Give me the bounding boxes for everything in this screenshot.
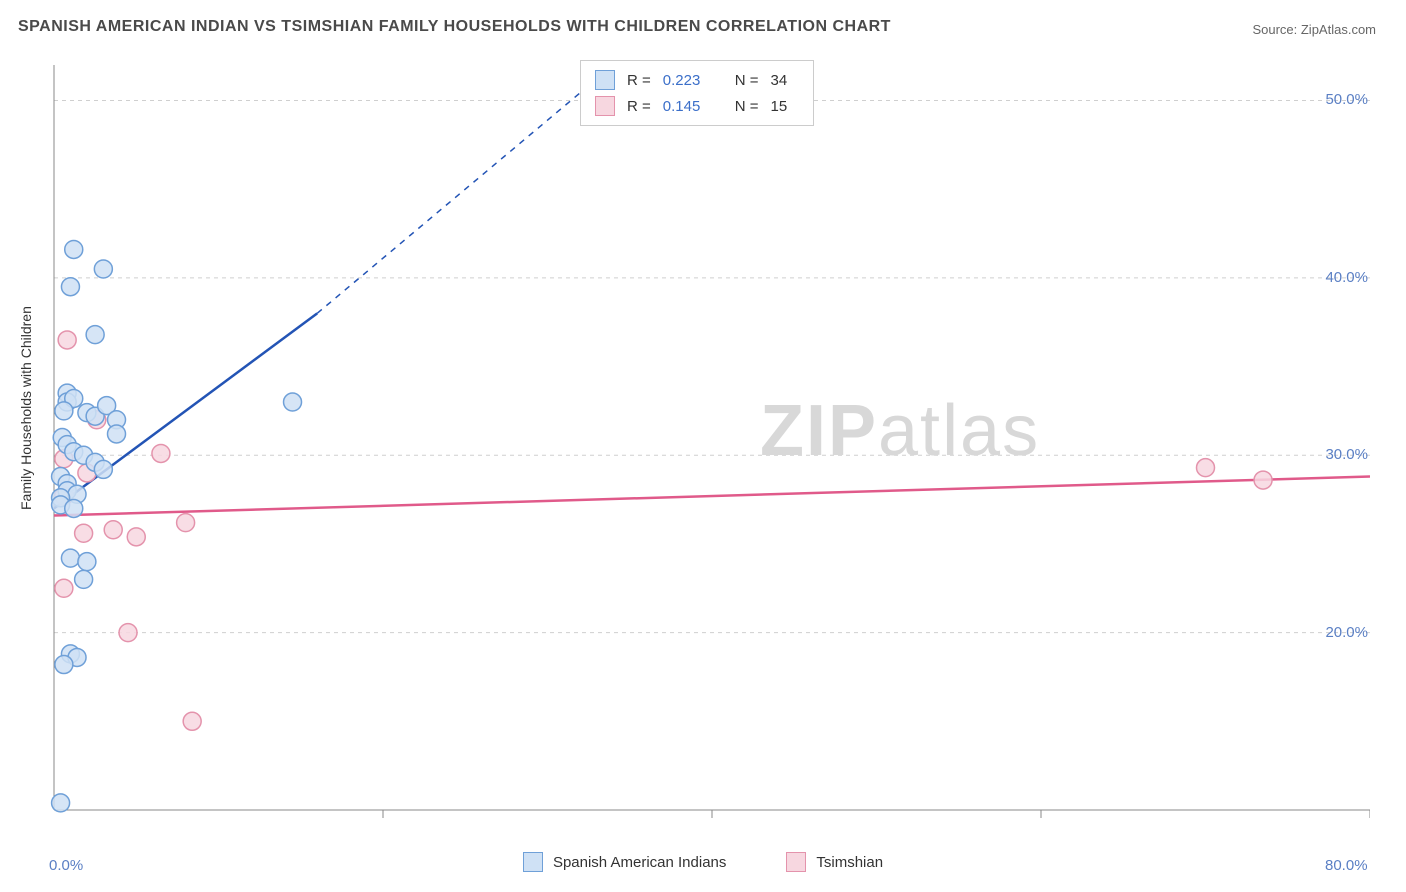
legend-swatch-series1 [523,852,543,872]
legend-swatch-series2 [786,852,806,872]
y-axis-label: Family Households with Children [18,306,34,510]
legend: Spanish American Indians Tsimshian [0,852,1406,872]
watermark: ZIPatlas [760,390,1040,472]
stats-row-series2: R = 0.145 N = 15 [595,93,799,119]
n-value-series2: 15 [771,98,799,115]
chart-plot-area [50,55,1370,835]
legend-label-series1: Spanish American Indians [553,854,726,871]
y-tick-label: 50.0% [1325,91,1368,108]
n-label: N = [735,72,759,89]
stats-swatch-series2 [595,96,615,116]
y-tick-label: 30.0% [1325,446,1368,463]
r-value-series1: 0.223 [663,72,713,89]
y-tick-label: 40.0% [1325,269,1368,286]
legend-item-series2: Tsimshian [786,852,883,872]
stats-row-series1: R = 0.223 N = 34 [595,67,799,93]
y-tick-label: 20.0% [1325,624,1368,641]
chart-svg [50,55,1370,835]
legend-label-series2: Tsimshian [816,854,883,871]
r-value-series2: 0.145 [663,98,713,115]
r-label: R = [627,98,651,115]
n-value-series1: 34 [771,72,799,89]
r-label: R = [627,72,651,89]
n-label: N = [735,98,759,115]
source-attribution: Source: ZipAtlas.com [1252,22,1376,37]
watermark-part2: atlas [878,391,1040,471]
correlation-stats-box: R = 0.223 N = 34 R = 0.145 N = 15 [580,60,814,126]
chart-title: SPANISH AMERICAN INDIAN VS TSIMSHIAN FAM… [18,18,891,36]
legend-item-series1: Spanish American Indians [523,852,726,872]
stats-swatch-series1 [595,70,615,90]
x-tick-label: 80.0% [1325,857,1368,874]
x-tick-label: 0.0% [49,857,83,874]
watermark-part1: ZIP [760,391,878,471]
